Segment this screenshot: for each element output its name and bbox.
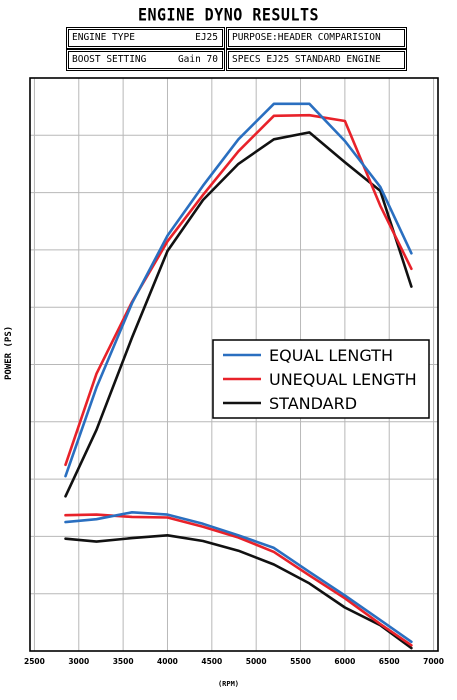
- purpose-box: PURPOSE:HEADER COMPARISION: [228, 29, 405, 47]
- legend-label: STANDARD: [269, 394, 357, 413]
- engine-type-box: ENGINE TYPE EJ25: [68, 29, 223, 47]
- engine-type-value: EJ25: [195, 32, 218, 43]
- series-line-power-equal-length: [64, 102, 413, 478]
- series-lines: [64, 102, 413, 650]
- series-line-torque-equal-length: [64, 510, 413, 644]
- engine-type-label: ENGINE TYPE: [72, 32, 135, 43]
- boost-setting-label: BOOST SETTING: [72, 54, 147, 65]
- x-tick-label: 6000: [334, 657, 355, 666]
- x-tick-labels: 2500 3000 3500 4000 4500 5000 5500 6000 6500 7000: [24, 657, 444, 666]
- x-tick-label: 5500: [290, 657, 311, 666]
- specs-text: SPECS EJ25 STANDARD ENGINE: [232, 54, 381, 65]
- x-tick-label: 4500: [201, 657, 222, 666]
- purpose-text: PURPOSE:HEADER COMPARISION: [232, 32, 381, 43]
- x-tick-label: 3500: [113, 657, 134, 666]
- legend-label: EQUAL LENGTH: [269, 346, 393, 365]
- plot-frame: [29, 77, 439, 652]
- x-tick-label: 6500: [379, 657, 400, 666]
- x-tick-label: 2500: [24, 657, 45, 666]
- x-tick-label: 4000: [157, 657, 178, 666]
- y-axis-label: POWER (PS): [4, 325, 14, 380]
- series-line-power-unequal-length: [64, 113, 413, 467]
- series-line-torque-unequal-length: [64, 513, 413, 647]
- x-axis-label: (RPM): [217, 680, 240, 688]
- chart-title: ENGINE DYNO RESULTS: [137, 5, 320, 25]
- specs-box: SPECS EJ25 STANDARD ENGINE: [228, 51, 405, 69]
- legend: EQUAL LENGTH UNEQUAL LENGTH STANDARD: [212, 339, 430, 419]
- boost-setting-box: BOOST SETTING Gain 70: [68, 51, 223, 69]
- x-tick-label: 7000: [423, 657, 444, 666]
- legend-label: UNEQUAL LENGTH: [269, 370, 417, 389]
- boost-setting-value: Gain 70: [177, 54, 218, 65]
- series-line-power-standard: [64, 131, 413, 498]
- series-line-torque-standard: [64, 533, 413, 650]
- x-tick-label: 3000: [68, 657, 89, 666]
- x-tick-label: 5000: [246, 657, 267, 666]
